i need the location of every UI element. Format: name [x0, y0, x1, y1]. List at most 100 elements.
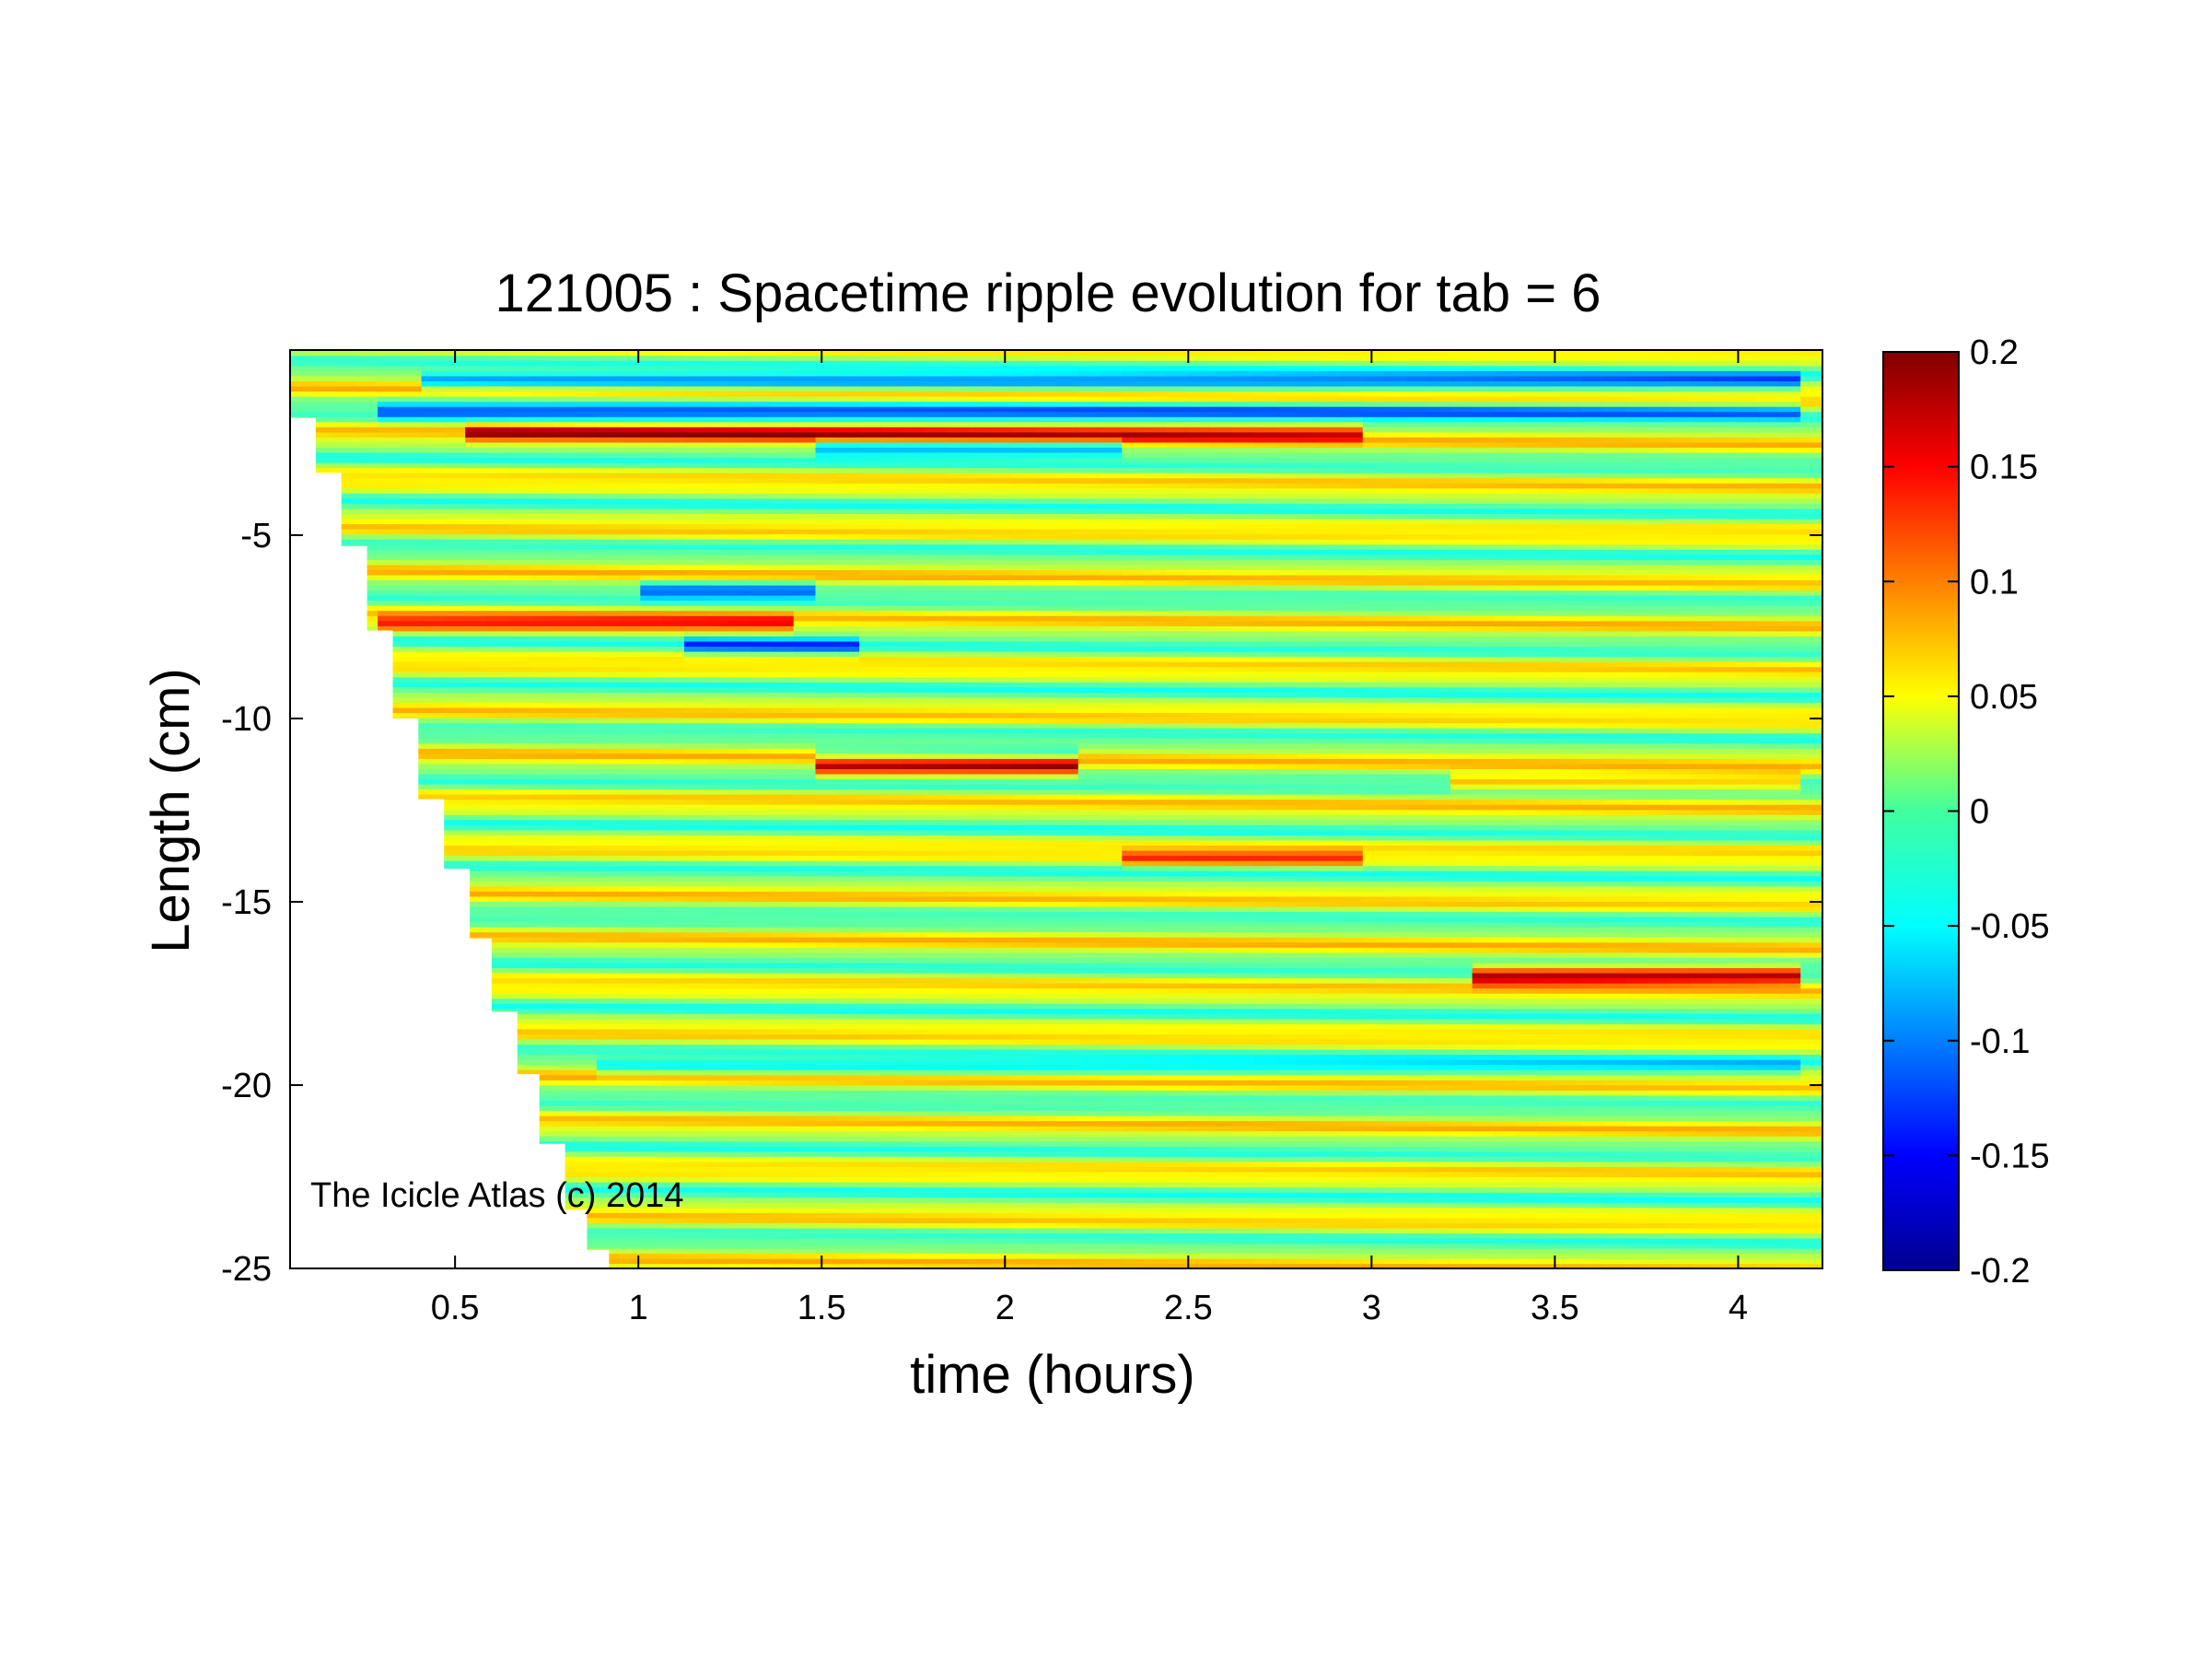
heatmap-cell: [750, 1044, 773, 1050]
heatmap-cell: [508, 355, 532, 361]
heatmap-cell: [553, 1069, 576, 1076]
heatmap-cell: [705, 1074, 729, 1081]
heatmap-cell: [728, 630, 751, 637]
heatmap-cell: [443, 518, 466, 525]
heatmap-cell: [508, 395, 532, 403]
heatmap-cell: [662, 905, 685, 912]
heatmap-cell: [662, 916, 685, 923]
heatmap-cell: [618, 809, 642, 815]
heatmap-cell: [837, 1207, 860, 1213]
heatmap-cell: [772, 722, 795, 729]
heatmap-cell: [705, 1044, 729, 1050]
heatmap-cell: [486, 947, 510, 953]
heatmap-cell: [465, 921, 488, 928]
heatmap-cell: [880, 1237, 904, 1244]
heatmap-cell: [705, 1186, 729, 1193]
heatmap-cell: [705, 1176, 729, 1183]
heatmap-cell: [750, 620, 773, 626]
heatmap-cell: [683, 1074, 707, 1081]
heatmap-cell: [421, 559, 445, 566]
heatmap-cell: [880, 656, 904, 662]
heatmap-cell: [815, 1048, 839, 1056]
heatmap-cell: [399, 395, 423, 403]
heatmap-cell: [575, 1151, 598, 1157]
heatmap-cell: [553, 666, 576, 672]
heatmap-cell: [662, 926, 685, 933]
heatmap-cell: [575, 1191, 598, 1198]
heatmap-cell: [399, 549, 423, 555]
heatmap-cell: [859, 441, 882, 448]
heatmap-cell: [378, 549, 401, 555]
heatmap-cell: [508, 870, 532, 877]
heatmap-cell: [530, 355, 554, 361]
heatmap-cell: [662, 1156, 685, 1162]
heatmap-cell: [465, 650, 488, 658]
heatmap-cell: [683, 1058, 707, 1066]
heatmap-cell: [575, 941, 598, 948]
heatmap-cell: [486, 477, 510, 484]
heatmap-cell: [333, 385, 357, 392]
heatmap-cell: [683, 1222, 707, 1229]
heatmap-cell: [640, 483, 663, 489]
heatmap-cell: [859, 793, 882, 800]
heatmap-cell: [705, 508, 729, 514]
heatmap-cell: [575, 538, 598, 545]
heatmap-cell: [508, 441, 532, 448]
heatmap-cell: [640, 1257, 663, 1265]
heatmap-cell: [837, 855, 860, 861]
heatmap-cell: [575, 411, 598, 417]
heatmap-cell: [793, 921, 817, 928]
heatmap-cell: [399, 533, 423, 540]
heatmap-cell: [553, 742, 576, 749]
heatmap-cell: [530, 768, 554, 775]
heatmap-cell: [705, 483, 729, 489]
heatmap-cell: [793, 437, 817, 443]
heatmap-cell: [618, 533, 642, 540]
heatmap-cell: [793, 559, 817, 566]
heatmap-cell: [553, 503, 576, 509]
heatmap-cell: [640, 773, 663, 779]
heatmap-cell: [596, 497, 620, 504]
heatmap-cell: [837, 375, 860, 381]
heatmap-cell: [640, 1161, 663, 1167]
heatmap-cell: [618, 1202, 642, 1209]
heatmap-cell: [618, 416, 642, 423]
heatmap-cell: [508, 360, 532, 367]
heatmap-cell: [728, 911, 751, 917]
heatmap-cell: [486, 421, 510, 427]
heatmap-cell: [421, 431, 445, 438]
heatmap-cell: [530, 748, 554, 754]
heatmap-cell: [793, 793, 817, 800]
heatmap-cell: [705, 1243, 729, 1249]
heatmap-cell: [443, 554, 466, 560]
heatmap-cell: [859, 1171, 882, 1178]
heatmap-cell: [596, 967, 620, 974]
heatmap-cell: [640, 1171, 663, 1178]
heatmap-cell: [486, 859, 510, 867]
heatmap-cell: [683, 839, 707, 846]
heatmap-cell: [772, 763, 795, 769]
heatmap-cell: [750, 405, 773, 413]
heatmap-cell: [465, 636, 488, 642]
heatmap-cell: [815, 835, 839, 841]
heatmap-cell: [530, 477, 554, 484]
heatmap-cell: [486, 590, 510, 596]
heatmap-cell: [421, 487, 445, 494]
heatmap-cell: [750, 855, 773, 861]
heatmap-cell: [837, 355, 860, 361]
heatmap-cell: [618, 1227, 642, 1233]
heatmap-cell: [772, 1191, 795, 1198]
heatmap-cell: [596, 350, 620, 356]
heatmap-cell: [618, 895, 642, 902]
heatmap-cell: [290, 395, 313, 403]
heatmap-cell: [728, 437, 751, 443]
heatmap-cell: [596, 411, 620, 417]
heatmap-cell: [618, 839, 642, 846]
heatmap-cell: [553, 1140, 576, 1147]
heatmap-cell: [880, 916, 904, 923]
heatmap-cell: [815, 1156, 839, 1162]
heatmap-cell: [465, 905, 488, 912]
heatmap-cell: [772, 686, 795, 693]
heatmap-cell: [728, 610, 751, 616]
heatmap-cell: [618, 758, 642, 765]
